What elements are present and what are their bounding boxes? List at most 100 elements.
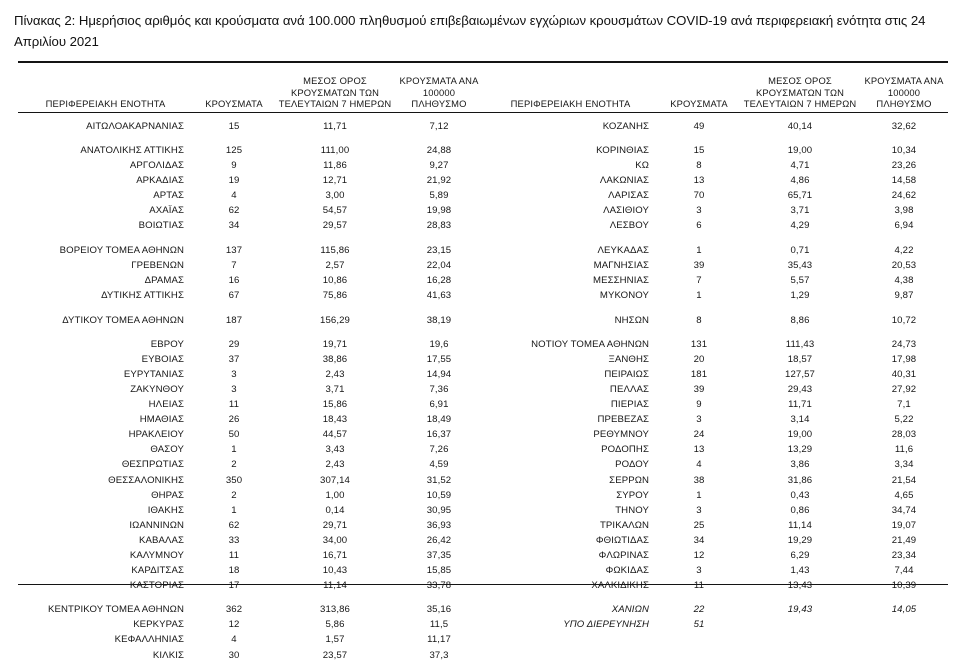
cell-cases-per-100k: 37,35 xyxy=(426,549,452,561)
table-row: ΠΡΕΒΕΖΑΣ 3 3,14 5,22 xyxy=(483,413,948,428)
table-row: ΔΥΤΙΚΟΥ ΤΟΜΕΑ ΑΘΗΝΩΝ 187 156,29 38,19 xyxy=(18,313,483,328)
cell-regional-unit: ΔΡΑΜΑΣ xyxy=(144,274,184,286)
cell-seven-day-average: 1,57 xyxy=(325,634,345,646)
cell-cases: 3 xyxy=(696,414,702,426)
cell-regional-unit: ΧΑΝΙΩΝ xyxy=(611,604,649,616)
cell-cases-per-100k: 32,62 xyxy=(891,120,917,132)
table-row: ΚΩ 8 4,71 23,26 xyxy=(483,159,948,174)
table-left-column: ΑΙΤΩΛΟΑΚΑΡΝΑΝΙΑΣ 15 11,71 7,12 ΑΝΑΤΟΛΙΚΗΣ ΑΤ… xyxy=(18,119,483,661)
cell-seven-day-average: 75,86 xyxy=(322,289,348,301)
cell-seven-day-average: 29,57 xyxy=(322,220,348,232)
header-average-line1: ΜΕΣΟΣ ΟΡΟΣ xyxy=(303,75,367,87)
cell-regional-unit: ΙΩΑΝΝΙΝΩΝ xyxy=(129,519,184,531)
cell-seven-day-average: 38,86 xyxy=(322,354,348,366)
cell-regional-unit: ΤΡΙΚΑΛΩΝ xyxy=(599,519,649,531)
cell-seven-day-average: 10,43 xyxy=(322,564,348,576)
table-row: ΚΑΛΥΜΝΟΥ 11 16,71 37,35 xyxy=(18,548,483,563)
cell-regional-unit: ΜΑΓΝΗΣΙΑΣ xyxy=(593,259,649,271)
cell-cases-per-100k: 10,39 xyxy=(891,579,917,591)
header-average-line2: ΚΡΟΥΣΜΑΤΩΝ ΤΩΝ xyxy=(755,86,845,98)
cell-seven-day-average: 3,14 xyxy=(790,414,810,426)
cell-cases: 131 xyxy=(690,339,708,351)
cell-cases: 34 xyxy=(228,220,240,232)
cell-regional-unit: ΘΕΣΠΡΩΤΙΑΣ xyxy=(121,459,184,471)
table-row: ΠΕΛΛΑΣ 39 29,43 27,92 xyxy=(483,383,948,398)
cell-regional-unit: ΚΑΒΑΛΑΣ xyxy=(138,534,184,546)
table-top-rule xyxy=(18,61,948,63)
cell-cases-per-100k: 34,74 xyxy=(891,504,917,516)
cell-seven-day-average: 65,71 xyxy=(787,190,813,202)
cell-regional-unit: ΔΥΤΙΚΗΣ ΑΤΤΙΚΗΣ xyxy=(101,289,184,301)
cell-cases: 350 xyxy=(225,474,243,486)
cell-seven-day-average: 3,00 xyxy=(325,190,345,202)
cell-cases-per-100k: 5,22 xyxy=(894,414,914,426)
header-per100k-line2: ΠΛΗΘΥΣΜΟ xyxy=(411,98,467,110)
cell-regional-unit: ΚΟΡΙΝΘΙΑΣ xyxy=(596,145,649,157)
cell-regional-unit: ΚΑΛΥΜΝΟΥ xyxy=(129,549,184,561)
cell-cases-per-100k: 16,28 xyxy=(426,274,452,286)
cell-cases: 2 xyxy=(231,459,237,471)
cell-cases-per-100k: 20,53 xyxy=(891,259,917,271)
table-row: ΘΕΣΣΑΛΟΝΙΚΗΣ 350 307,14 31,52 xyxy=(18,473,483,488)
table-body: ΑΙΤΩΛΟΑΚΑΡΝΑΝΙΑΣ 15 11,71 7,12 ΑΝΑΤΟΛΙΚΗΣ ΑΤ… xyxy=(18,113,948,661)
table-bottom-rule xyxy=(18,584,948,585)
cell-cases: 12 xyxy=(228,619,240,631)
cell-cases-per-100k: 9,27 xyxy=(429,160,449,172)
cell-cases-per-100k: 23,34 xyxy=(891,549,917,561)
cell-cases-per-100k: 6,91 xyxy=(429,399,449,411)
cell-cases: 3 xyxy=(696,205,702,217)
cell-seven-day-average: 40,14 xyxy=(787,120,813,132)
table-row: ΠΕΙΡΑΙΩΣ 181 127,57 40,31 xyxy=(483,368,948,383)
cell-seven-day-average: 0,86 xyxy=(790,504,810,516)
cell-seven-day-average: 0,14 xyxy=(325,504,345,516)
header-regional-unit-left: ΠΕΡΙΦΕΡΕΙΑΚΗ ΕΝΟΤΗΤΑ xyxy=(45,98,166,110)
cell-seven-day-average: 127,57 xyxy=(785,369,815,381)
cell-regional-unit: ΗΜΑΘΙΑΣ xyxy=(139,414,184,426)
cell-seven-day-average: 19,43 xyxy=(787,604,813,616)
table-row: ΙΘΑΚΗΣ 1 0,14 30,95 xyxy=(18,503,483,518)
table-row: ΚΟΖΑΝΗΣ 49 40,14 32,62 xyxy=(483,119,948,134)
cell-seven-day-average: 156,29 xyxy=(320,314,350,326)
cell-cases-per-100k: 28,83 xyxy=(426,220,452,232)
cell-seven-day-average: 13,29 xyxy=(787,444,813,456)
cell-regional-unit: ΔΥΤΙΚΟΥ ΤΟΜΕΑ ΑΘΗΝΩΝ xyxy=(62,314,184,326)
cell-cases: 1 xyxy=(696,289,702,301)
cell-cases: 4 xyxy=(696,459,702,471)
cell-cases: 24 xyxy=(693,429,705,441)
cell-cases-per-100k: 30,95 xyxy=(426,504,452,516)
cell-regional-unit: ΙΘΑΚΗΣ xyxy=(147,504,184,516)
cell-cases: 34 xyxy=(693,534,705,546)
table-row: ΡΕΘΥΜΝΟΥ 24 19,00 28,03 xyxy=(483,428,948,443)
table-row: ΛΑΚΩΝΙΑΣ 13 4,86 14,58 xyxy=(483,174,948,189)
cell-cases-per-100k: 24,73 xyxy=(891,339,917,351)
table-row: ΑΧΑΪΑΣ 62 54,57 19,98 xyxy=(18,204,483,219)
cell-seven-day-average: 6,29 xyxy=(790,549,810,561)
table-row: ΕΒΡΟΥ 29 19,71 19,6 xyxy=(18,338,483,353)
cell-cases: 11 xyxy=(228,399,240,411)
header-half-left: ΠΕΡΙΦΕΡΕΙΑΚΗ ΕΝΟΤΗΤΑ ΚΡΟΥΣΜΑΤΑ ΜΕΣΟΣ ΟΡΟ… xyxy=(18,75,483,112)
table-row: ΛΕΣΒΟΥ 6 4,29 6,94 xyxy=(483,219,948,234)
cell-cases: 39 xyxy=(693,259,705,271)
table-row: ΛΑΣΙΘΙΟΥ 3 3,71 3,98 xyxy=(483,204,948,219)
table-row: ΡΟΔΟΥ 4 3,86 3,34 xyxy=(483,458,948,473)
cell-cases-per-100k: 3,34 xyxy=(894,459,914,471)
table-row: ΚΑΣΤΟΡΙΑΣ 17 11,14 33,78 xyxy=(18,578,483,593)
cell-cases-per-100k: 7,44 xyxy=(894,564,914,576)
table-row: ΕΥΡΥΤΑΝΙΑΣ 3 2,43 14,94 xyxy=(18,368,483,383)
cell-seven-day-average: 313,86 xyxy=(320,604,350,616)
cell-seven-day-average: 18,57 xyxy=(787,354,813,366)
cell-seven-day-average: 2,57 xyxy=(325,259,345,271)
cell-regional-unit: ΠΡΕΒΕΖΑΣ xyxy=(597,414,649,426)
cell-regional-unit: ΛΑΚΩΝΙΑΣ xyxy=(599,175,649,187)
table-row: ΥΠΟ ΔΙΕΡΕΥΝΗΣΗ 51 xyxy=(483,618,948,633)
cell-seven-day-average: 29,71 xyxy=(322,519,348,531)
cell-regional-unit: ΦΘΙΩΤΙΔΑΣ xyxy=(595,534,649,546)
header-cases-right: ΚΡΟΥΣΜΑΤΑ xyxy=(670,98,728,110)
cell-regional-unit: ΤΗΝΟΥ xyxy=(615,504,649,516)
cell-regional-unit: ΑΙΤΩΛΟΑΚΑΡΝΑΝΙΑΣ xyxy=(86,120,184,132)
cell-seven-day-average: 23,57 xyxy=(322,649,348,661)
cell-regional-unit: ΑΡΓΟΛΙΔΑΣ xyxy=(129,160,184,172)
table-row: ΣΥΡΟΥ 1 0,43 4,65 xyxy=(483,488,948,503)
table-row: ΒΟΡΕΙΟΥ ΤΟΜΕΑ ΑΘΗΝΩΝ 137 115,86 23,15 xyxy=(18,243,483,258)
table-row: ΓΡΕΒΕΝΩΝ 7 2,57 22,04 xyxy=(18,258,483,273)
